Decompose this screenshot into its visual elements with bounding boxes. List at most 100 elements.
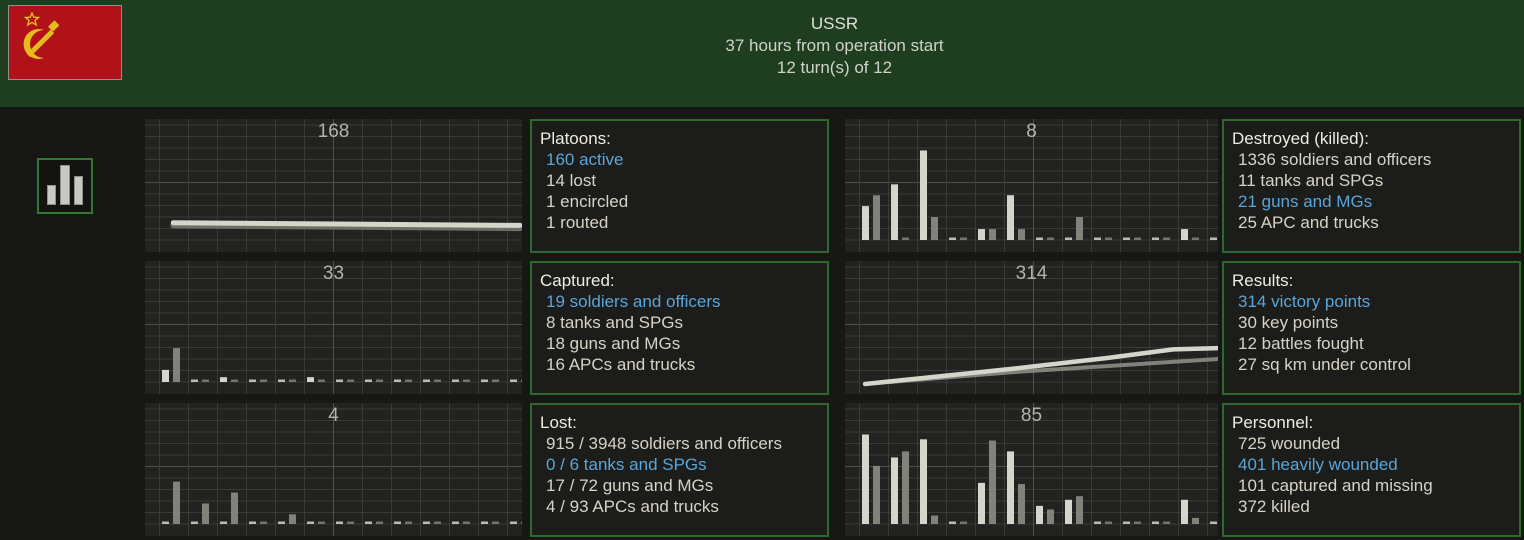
bar-zero-dash [336, 379, 343, 382]
bar [1047, 509, 1054, 524]
bar [1018, 484, 1025, 524]
chart-captured: 33 [145, 261, 522, 394]
bar [220, 377, 227, 382]
bar-zero-dash [1065, 237, 1072, 240]
bar-zero-dash [434, 521, 441, 524]
bar-zero-dash [1163, 237, 1170, 240]
stat-line: 30 key points [1238, 313, 1339, 332]
bar-zero-dash [318, 379, 325, 382]
bar-zero-dash [1210, 237, 1217, 240]
panel-results: Results: 314 victory points 30 key point… [1222, 261, 1521, 395]
panel-personnel: Personnel: 725 wounded 401 heavily wound… [1222, 403, 1521, 537]
bar-zero-dash [249, 379, 256, 382]
bar-zero-dash [1123, 237, 1130, 240]
bar-zero-dash [1105, 521, 1112, 524]
stat-line: 16 APCs and trucks [546, 355, 696, 374]
bar-zero-dash [376, 521, 383, 524]
panel-platoons: Platoons: 160 active 14 lost 1 encircled… [530, 119, 829, 253]
bar-zero-dash [1123, 521, 1130, 524]
operation-time-label: 37 hours from operation start [725, 36, 944, 55]
bar [231, 492, 238, 524]
bar [1076, 496, 1083, 524]
header-title-block: USSR 37 hours from operation start 12 tu… [145, 13, 1524, 79]
bar-zero-dash [376, 379, 383, 382]
bar-zero-dash [510, 521, 517, 524]
bar-zero-dash [191, 379, 198, 382]
turn-counter-label: 12 turn(s) of 12 [776, 58, 893, 77]
bar-zero-dash [278, 521, 285, 524]
bar-zero-dash [434, 379, 441, 382]
stat-line: 25 APC and trucks [1238, 213, 1379, 232]
bar [989, 440, 996, 524]
panel-captured: Captured: 19 soldiers and officers 8 tan… [530, 261, 829, 395]
stat-line: 160 active [546, 150, 624, 169]
stat-line: 4 / 93 APCs and trucks [546, 497, 719, 516]
bar-zero-dash [902, 237, 909, 240]
stat-line: 27 sq km under control [1238, 355, 1411, 374]
bar-zero-dash [365, 521, 372, 524]
bar [1181, 499, 1188, 524]
bar-zero-dash [510, 379, 517, 382]
bar-chart-icon [60, 165, 70, 205]
bar [891, 184, 898, 240]
ussr-flag [8, 5, 122, 80]
bar [931, 217, 938, 240]
bar [931, 515, 938, 524]
bar-zero-dash [336, 521, 343, 524]
bar-zero-dash [492, 521, 499, 524]
bar-zero-dash [405, 379, 412, 382]
bar-zero-dash [191, 521, 198, 524]
bar [978, 229, 985, 240]
stat-line: 14 lost [546, 171, 597, 190]
bar-zero-dash [1105, 237, 1112, 240]
stat-line: 19 soldiers and officers [546, 292, 721, 311]
destroyed-chart-svg [845, 119, 1218, 252]
panel-title: Platoons: [540, 129, 611, 148]
bar-zero-dash [960, 521, 967, 524]
bar-zero-dash [220, 521, 227, 524]
bar [173, 481, 180, 524]
bar-zero-dash [405, 521, 412, 524]
lost-chart-svg [145, 403, 522, 536]
bar-zero-dash [289, 379, 296, 382]
stat-line: 915 / 3948 soldiers and officers [546, 434, 782, 453]
panel-title: Lost: [540, 413, 577, 432]
faction-title: USSR [810, 14, 859, 33]
bar [989, 229, 996, 240]
bar [1192, 517, 1199, 524]
bar-zero-dash [365, 379, 372, 382]
bar-zero-dash [463, 521, 470, 524]
stat-line: 12 battles fought [1238, 334, 1364, 353]
panel-title: Personnel: [1232, 413, 1314, 432]
bar-zero-dash [949, 521, 956, 524]
bar [920, 150, 927, 240]
panel-lost: Lost: 915 / 3948 soldiers and officers 0… [530, 403, 829, 537]
chart-platoons: 168 [145, 119, 522, 252]
bar-zero-dash [394, 521, 401, 524]
stat-line: 11 tanks and SPGs [1238, 171, 1384, 190]
stat-line: 101 captured and missing [1238, 476, 1433, 495]
bar-zero-dash [347, 379, 354, 382]
bar-zero-dash [1152, 521, 1159, 524]
bar-zero-dash [1134, 521, 1141, 524]
bar-zero-dash [481, 521, 488, 524]
bar-zero-dash [960, 237, 967, 240]
stat-line: 314 victory points [1238, 292, 1371, 311]
stat-line: 17 / 72 guns and MGs [546, 476, 714, 495]
bar-zero-dash [492, 379, 499, 382]
bar [162, 369, 169, 382]
bar-zero-dash [423, 521, 430, 524]
header-bar: USSR 37 hours from operation start 12 tu… [0, 0, 1524, 108]
bar-zero-dash [1163, 521, 1170, 524]
panel-title: Destroyed (killed): [1232, 129, 1369, 148]
bar-zero-dash [481, 379, 488, 382]
bar-zero-dash [1210, 521, 1217, 524]
bar-zero-dash [1036, 237, 1043, 240]
bar-chart-icon-button[interactable] [37, 158, 93, 214]
stat-line: 1336 soldiers and officers [1238, 150, 1432, 169]
bar-zero-dash [949, 237, 956, 240]
stat-line: 372 killed [1238, 497, 1310, 516]
platoons-chart-svg [145, 119, 522, 252]
bar-zero-dash [278, 379, 285, 382]
bar-chart-icon [47, 185, 57, 205]
